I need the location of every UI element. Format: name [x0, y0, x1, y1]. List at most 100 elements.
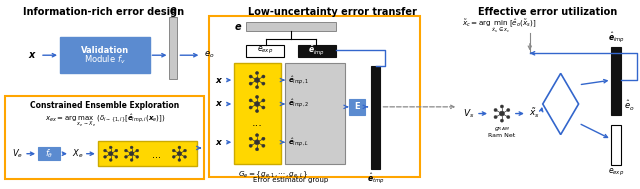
Circle shape [178, 146, 181, 149]
Circle shape [109, 159, 112, 161]
Bar [234, 63, 281, 164]
Circle shape [262, 137, 265, 140]
Circle shape [255, 101, 260, 106]
Bar [611, 47, 621, 115]
Text: $e_o$: $e_o$ [204, 50, 215, 60]
Circle shape [255, 109, 259, 113]
Bar [298, 45, 336, 57]
Bar [170, 17, 177, 79]
Bar [5, 96, 204, 179]
Circle shape [104, 149, 106, 152]
Text: $\boldsymbol{x}$: $\boldsymbol{x}$ [215, 76, 223, 84]
Circle shape [494, 108, 497, 112]
Text: $e_{exp}$: $e_{exp}$ [608, 167, 625, 178]
Text: $G_e = \{g_{e,1}, \cdots, g_{e,L}\}$: $G_e = \{g_{e,1}, \cdots, g_{e,L}\}$ [238, 169, 308, 180]
Text: $\hat{e}_o$: $\hat{e}_o$ [625, 99, 635, 113]
Circle shape [109, 146, 112, 149]
Circle shape [500, 119, 504, 122]
Text: Validation: Validation [81, 46, 129, 55]
Circle shape [136, 156, 139, 158]
Text: $x_{ex} = \arg\max_{x_e \sim X_e}\ (\delta_{i\sim\{1,l\}}[\hat{\boldsymbol{e}}_{: $x_{ex} = \arg\max_{x_e \sim X_e}\ (\del… [45, 113, 165, 129]
Text: Low-uncertainty error transfer: Low-uncertainty error transfer [248, 7, 417, 17]
Text: $\boldsymbol{x}$: $\boldsymbol{x}$ [215, 99, 223, 108]
Text: $f_\theta$: $f_\theta$ [45, 147, 53, 160]
Circle shape [249, 82, 252, 85]
Circle shape [507, 108, 510, 112]
Text: $\hat{\boldsymbol{e}}_{imp,L}$: $\hat{\boldsymbol{e}}_{imp,L}$ [288, 136, 309, 149]
Text: Module $f_v$: Module $f_v$ [84, 54, 125, 66]
Circle shape [262, 106, 265, 109]
Text: ...: ... [152, 150, 161, 160]
Circle shape [249, 75, 252, 78]
Circle shape [255, 148, 259, 151]
Text: Error estimator group: Error estimator group [253, 177, 328, 183]
Bar [285, 63, 345, 164]
Circle shape [499, 111, 504, 116]
Text: Effective error utilization: Effective error utilization [478, 7, 618, 17]
Circle shape [125, 156, 127, 158]
Circle shape [109, 152, 113, 156]
Circle shape [255, 78, 260, 82]
Bar [38, 147, 60, 160]
Circle shape [507, 115, 510, 119]
Text: $g_{RAM}$: $g_{RAM}$ [494, 125, 509, 133]
Bar [98, 141, 197, 166]
Text: $\hat{\boldsymbol{e}}_{tmp}$: $\hat{\boldsymbol{e}}_{tmp}$ [367, 172, 385, 186]
Circle shape [172, 149, 175, 152]
Text: $\boldsymbol{x}$: $\boldsymbol{x}$ [215, 138, 223, 147]
Circle shape [104, 156, 106, 158]
Circle shape [262, 99, 265, 102]
Circle shape [115, 156, 118, 158]
Text: $e_{exp}$: $e_{exp}$ [257, 45, 273, 56]
Bar [209, 16, 420, 177]
Text: $\tilde{x}_s$: $\tilde{x}_s$ [529, 107, 540, 120]
Text: Constrained Ensemble Exploration: Constrained Ensemble Exploration [30, 101, 179, 110]
Text: $\hat{\boldsymbol{e}}_{imp,2}$: $\hat{\boldsymbol{e}}_{imp,2}$ [288, 98, 309, 110]
Circle shape [249, 106, 252, 109]
Circle shape [255, 140, 260, 145]
Circle shape [172, 156, 175, 158]
Circle shape [130, 146, 133, 149]
Circle shape [115, 149, 118, 152]
Circle shape [249, 137, 252, 140]
Circle shape [262, 144, 265, 147]
Text: $V_e$: $V_e$ [12, 147, 23, 160]
Circle shape [178, 159, 181, 161]
Circle shape [177, 152, 182, 156]
Circle shape [255, 71, 259, 75]
Circle shape [255, 134, 259, 137]
Bar [246, 45, 284, 57]
Text: $\bar{\boldsymbol{e}}_{imp}$: $\bar{\boldsymbol{e}}_{imp}$ [308, 44, 325, 57]
Circle shape [136, 149, 139, 152]
Bar [371, 66, 381, 169]
Bar [611, 125, 621, 165]
Text: E: E [354, 102, 360, 111]
Circle shape [125, 149, 127, 152]
Text: ...: ... [252, 118, 262, 128]
Circle shape [249, 144, 252, 147]
Circle shape [255, 86, 259, 89]
Text: $\tilde{x}_c = \arg\min_{\tilde{x}_s \in x_c}[\hat{e}_o(\tilde{x}_s)]$: $\tilde{x}_c = \arg\min_{\tilde{x}_s \in… [462, 18, 537, 35]
Text: $\boldsymbol{e}$: $\boldsymbol{e}$ [170, 5, 177, 15]
Circle shape [249, 99, 252, 102]
Text: $\hat{\boldsymbol{e}}_{imp}$: $\hat{\boldsymbol{e}}_{imp}$ [608, 30, 625, 45]
Circle shape [129, 152, 134, 156]
Text: Information-rich error design: Information-rich error design [23, 7, 184, 17]
Circle shape [262, 82, 265, 85]
Text: $\boldsymbol{x}$: $\boldsymbol{x}$ [28, 50, 36, 60]
Circle shape [130, 159, 133, 161]
Bar [349, 99, 365, 115]
Text: $V_s$: $V_s$ [463, 107, 474, 120]
Bar [246, 22, 336, 31]
Circle shape [262, 75, 265, 78]
Text: $X_e$: $X_e$ [72, 147, 83, 160]
Text: $\boldsymbol{e}$: $\boldsymbol{e}$ [234, 22, 242, 32]
Polygon shape [543, 73, 579, 135]
Circle shape [500, 105, 504, 108]
Text: Ram Net: Ram Net [488, 133, 516, 138]
Circle shape [255, 95, 259, 98]
Text: $\hat{\boldsymbol{e}}_{imp,1}$: $\hat{\boldsymbol{e}}_{imp,1}$ [288, 74, 309, 87]
Bar [60, 37, 150, 73]
Circle shape [494, 115, 497, 119]
Circle shape [184, 156, 186, 158]
